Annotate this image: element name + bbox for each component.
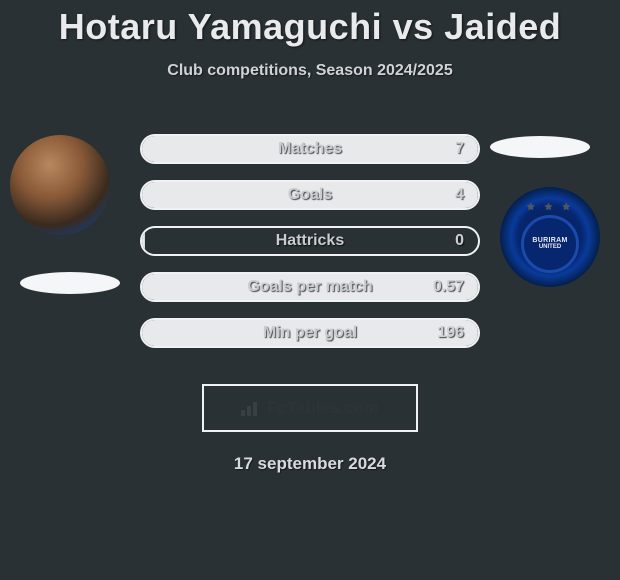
stat-value: 0 [455,228,464,254]
club-name: BURIRAM [532,237,567,244]
page-subtitle: Club competitions, Season 2024/2025 [0,62,620,80]
stat-label: Hattricks [142,228,478,254]
stars-icon: ★ ★ ★ [526,202,573,213]
stat-label: Matches [142,136,478,162]
team-right-ellipse [490,136,590,158]
club-sub: UNITED [539,244,561,250]
stat-value: 4 [455,182,464,208]
stat-label: Goals [142,182,478,208]
team-left-ellipse [20,272,120,294]
date-text: 17 september 2024 [0,454,620,474]
player-left-avatar [10,135,110,235]
stat-value: 196 [437,320,464,346]
bar-chart-icon [241,400,261,416]
player-right-club-badge: ★ ★ ★ BURIRAM UNITED [500,187,600,287]
stat-row-goals: Goals 4 [140,180,480,210]
stat-label: Min per goal [142,320,478,346]
stat-row-goals-per-match: Goals per match 0.57 [140,272,480,302]
footer: FcTables.com 17 september 2024 [0,384,620,474]
page-title: Hotaru Yamaguchi vs Jaided [0,6,620,48]
comparison-panel: ★ ★ ★ BURIRAM UNITED Matches 7 Goals 4 H… [0,112,620,372]
stat-label: Goals per match [142,274,478,300]
stat-value: 7 [455,136,464,162]
stat-row-matches: Matches 7 [140,134,480,164]
club-crest: BURIRAM UNITED [521,215,579,273]
stats-list: Matches 7 Goals 4 Hattricks 0 Goals per … [140,134,480,364]
header: Hotaru Yamaguchi vs Jaided Club competit… [0,0,620,80]
stat-row-hattricks: Hattricks 0 [140,226,480,256]
stat-value: 0.57 [433,274,464,300]
stat-row-min-per-goal: Min per goal 196 [140,318,480,348]
brand-box: FcTables.com [202,384,418,432]
brand-text: FcTables.com [267,398,379,418]
